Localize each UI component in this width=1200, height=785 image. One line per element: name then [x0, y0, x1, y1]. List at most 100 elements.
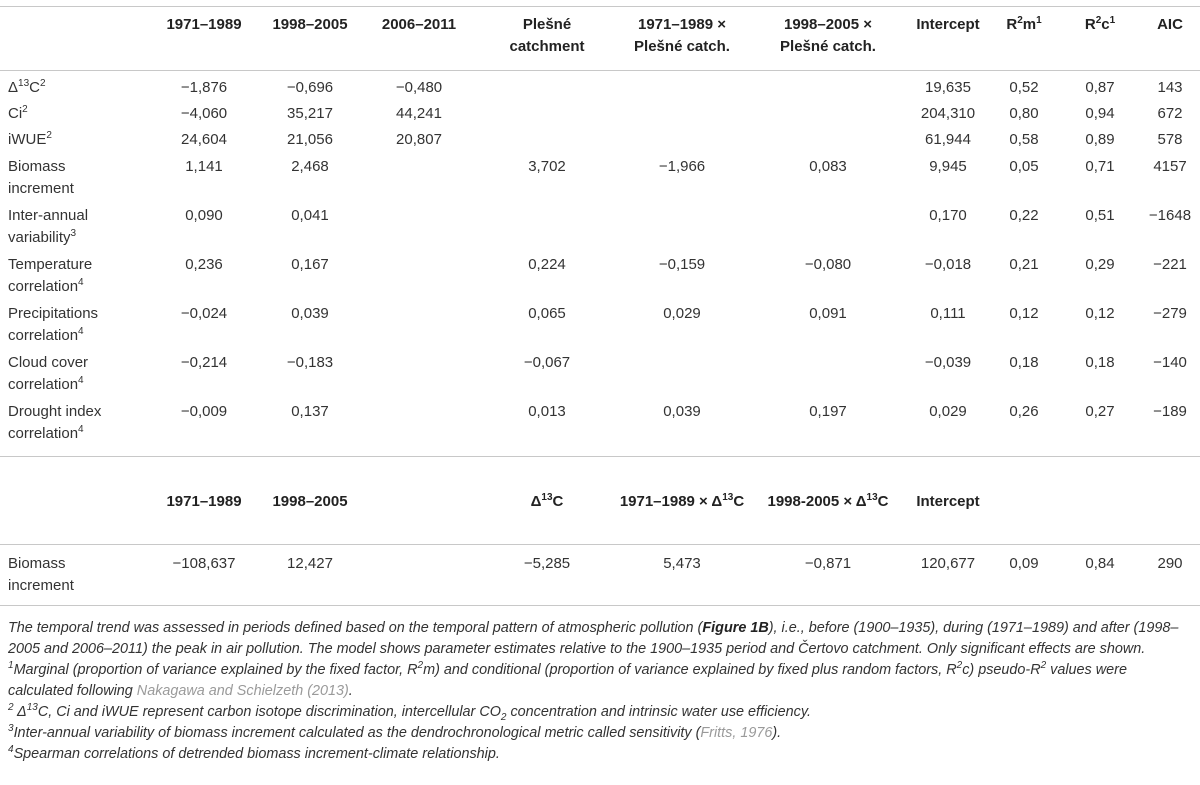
cell-value: 19,635: [925, 79, 971, 96]
text: c) pseudo-R: [962, 662, 1041, 678]
cell-value: −189: [1153, 403, 1187, 420]
cell-value: 0,84: [1085, 555, 1115, 572]
row-label: Drought index correlation4: [8, 401, 126, 445]
cell-value: −5,285: [523, 555, 571, 572]
cell-value: 0,22: [1009, 207, 1039, 224]
reference-link[interactable]: Fritts, 1976: [700, 725, 773, 741]
text: concentration and intrinsic water use ef…: [506, 704, 811, 720]
cell-value: 0,224: [528, 256, 566, 273]
text: Precipitations correlation: [8, 305, 99, 344]
cell-value: −221: [1153, 256, 1187, 273]
text: 2: [46, 130, 52, 141]
column-header: 1971–1989: [154, 14, 254, 36]
text: 1998–2005: [272, 493, 348, 510]
column-header: 1998–2005: [260, 14, 360, 36]
text: Intercept: [916, 493, 980, 510]
cell-value: 0,52: [1009, 79, 1039, 96]
cell-value: 24,604: [181, 131, 227, 148]
text: 4: [78, 375, 84, 386]
column-header: 1971–1989 × Plešné catch.: [617, 14, 747, 58]
cell-value: 0,29: [1085, 256, 1115, 273]
text: 1971–1989: [166, 493, 242, 510]
cell-value: 0,170: [929, 207, 967, 224]
column-header: Intercept: [903, 491, 993, 513]
text: Plešné catchment: [509, 16, 585, 55]
cell-value: 672: [1157, 105, 1183, 122]
cell-value: 0,51: [1085, 207, 1115, 224]
text: 1: [1036, 15, 1042, 26]
column-header: Δ13C: [487, 491, 607, 513]
cell-value: 0,039: [663, 403, 701, 420]
cell-value: 0,18: [1009, 354, 1039, 371]
cell-value: 21,056: [287, 131, 333, 148]
cell-value: −0,871: [804, 555, 852, 572]
text: values were calculated following: [8, 662, 1127, 699]
cell-value: 0,013: [528, 403, 566, 420]
cell-value: 0,167: [291, 256, 329, 273]
footnote: 1Marginal (proportion of variance explai…: [8, 660, 1194, 702]
cell-value: −0,080: [804, 256, 852, 273]
text: Δ: [8, 79, 19, 96]
text: 4: [78, 424, 84, 435]
rule: [0, 456, 1200, 457]
text: c: [1101, 16, 1110, 33]
text: 4: [8, 744, 14, 756]
rule: [0, 6, 1200, 7]
cell-value: 0,21: [1009, 256, 1039, 273]
text: Ci: [8, 105, 23, 122]
text: 3: [8, 723, 14, 735]
cell-value: 0,71: [1085, 158, 1115, 175]
cell-value: −0,039: [924, 354, 972, 371]
text: .: [348, 683, 353, 699]
text: Δ: [530, 493, 542, 510]
cell-value: 5,473: [663, 555, 701, 572]
text: R: [1006, 16, 1018, 33]
reference-link[interactable]: Nakagawa and Schielzeth (2013): [136, 683, 349, 699]
text: iWUE: [8, 131, 47, 148]
text: Drought index correlation: [8, 403, 102, 442]
cell-value: 143: [1157, 79, 1183, 96]
text: 1: [8, 660, 14, 672]
column-header: 1998-2005 × Δ13C: [763, 491, 893, 513]
text: 2: [1040, 660, 1047, 672]
column-header: R2m1: [989, 14, 1059, 36]
text: C: [552, 493, 564, 510]
row-label: Inter-annual variability3: [8, 205, 126, 249]
text: Intercept: [916, 16, 980, 33]
text: 2: [1017, 15, 1023, 26]
text: 1971–1989: [166, 16, 242, 33]
cell-value: 12,427: [287, 555, 333, 572]
text: 2: [40, 78, 46, 89]
cell-value: 0,029: [663, 305, 701, 322]
cell-value: 0,039: [291, 305, 329, 322]
row-label: Δ13C2: [8, 77, 126, 99]
column-header: 1971–1989: [154, 491, 254, 513]
text: 2: [1095, 15, 1102, 26]
cell-value: 0,137: [291, 403, 329, 420]
footnote: 2 Δ13C, Ci and iWUE represent carbon iso…: [8, 702, 1194, 723]
cell-value: 0,197: [809, 403, 847, 420]
cell-value: −0,067: [523, 354, 571, 371]
text: Spearman correlations of detrended bioma…: [13, 746, 500, 762]
text: C: [877, 493, 889, 510]
cell-value: 0,80: [1009, 105, 1039, 122]
text: 2: [8, 702, 14, 714]
text: 13: [722, 492, 734, 503]
cell-value: 290: [1157, 555, 1183, 572]
text: 1: [1109, 15, 1116, 26]
text: 13: [866, 492, 878, 503]
cell-value: 0,111: [930, 305, 966, 322]
text: 2: [417, 660, 424, 672]
rule: [0, 544, 1200, 545]
cell-value: −279: [1153, 305, 1187, 322]
cell-value: 0,58: [1009, 131, 1039, 148]
cell-value: 578: [1157, 131, 1183, 148]
text: 1998–2005: [272, 16, 348, 33]
text: Inter-annual variability: [8, 207, 89, 246]
row-label: Biomass increment: [8, 553, 126, 597]
text: 3: [70, 228, 77, 239]
cell-value: −1,876: [180, 79, 228, 96]
text: 4: [78, 326, 84, 337]
cell-value: 0,083: [809, 158, 847, 175]
text: 1971–1989 × Δ: [619, 493, 723, 510]
